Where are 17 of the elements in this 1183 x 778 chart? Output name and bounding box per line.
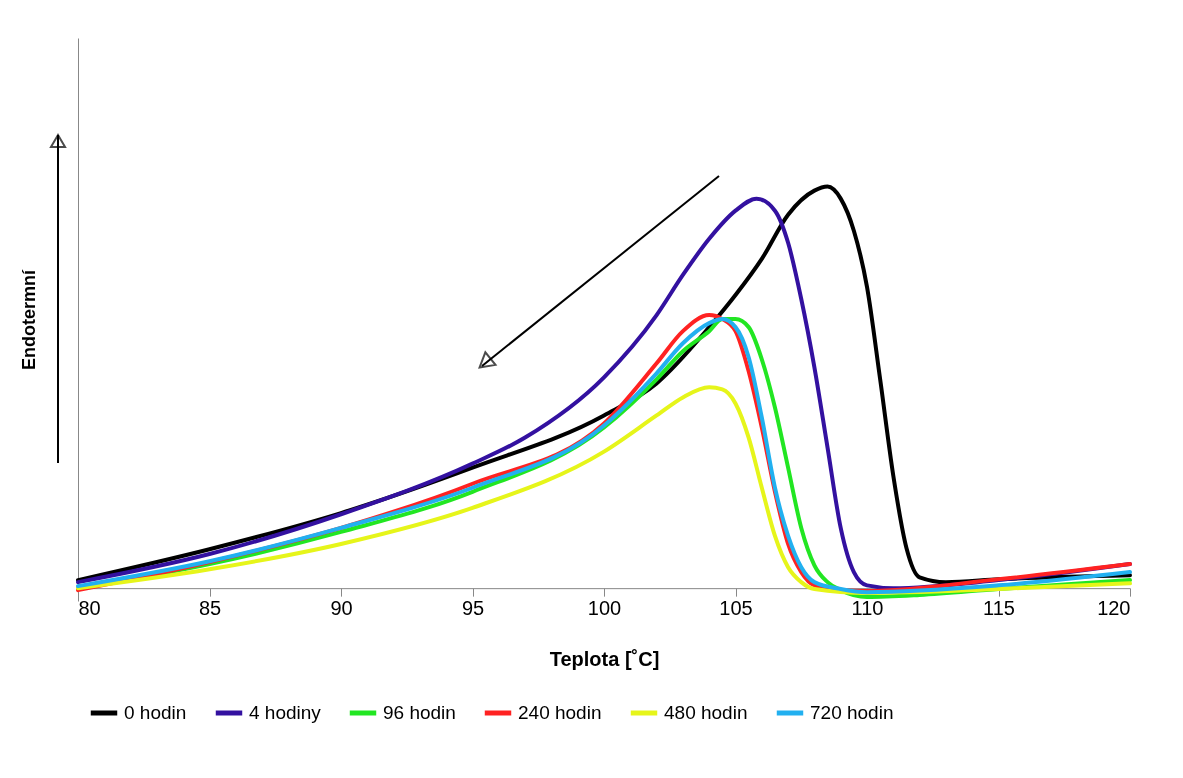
legend-label: 4 hodiny <box>249 702 322 723</box>
x-tick-label: 85 <box>198 596 222 619</box>
legend-label: 96 hodin <box>383 702 456 723</box>
legend-label: 0 hodin <box>124 702 187 723</box>
x-tick-label: 115 <box>983 596 1015 619</box>
legend-label: 720 hodin <box>810 702 894 723</box>
legend-label: 240 hodin <box>518 702 602 723</box>
x-tick-label: 120 <box>1097 596 1131 619</box>
x-tick-label: 90 <box>330 596 353 619</box>
x-tick-label: 105 <box>719 596 753 619</box>
x-tick-label: 110 <box>851 596 884 619</box>
x-tick-label: 80 <box>78 596 101 619</box>
x-axis-title: Teplota [˚C] <box>549 647 660 670</box>
legend-label: 480 hodin <box>664 702 748 723</box>
x-tick-label: 100 <box>587 596 622 619</box>
y-axis-title: Endotermní <box>18 269 39 371</box>
x-tick-label: 95 <box>461 596 485 619</box>
